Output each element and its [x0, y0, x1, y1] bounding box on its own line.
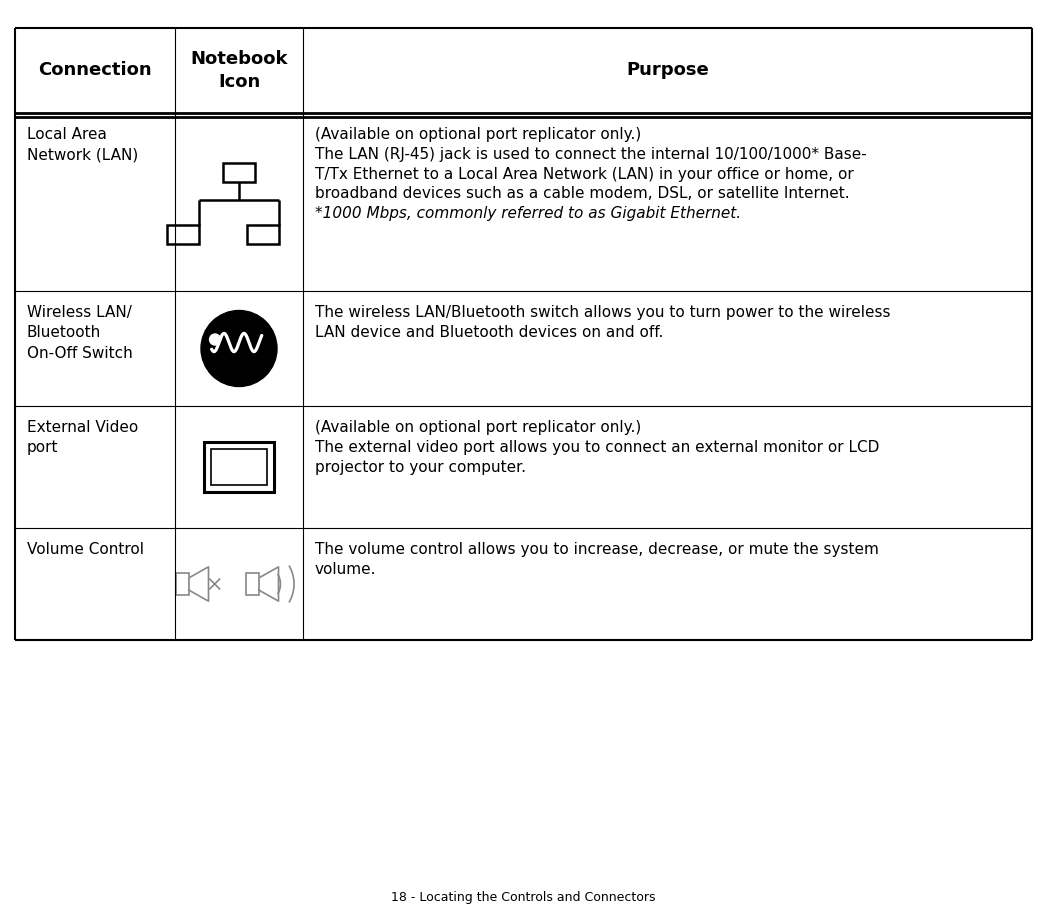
- Bar: [168, 225, 199, 244]
- Bar: [246, 573, 259, 595]
- Text: LAN device and Bluetooth devices on and off.: LAN device and Bluetooth devices on and …: [315, 325, 664, 340]
- Text: The volume control allows you to increase, decrease, or mute the system: The volume control allows you to increas…: [315, 542, 878, 557]
- Text: The wireless LAN/Bluetooth switch allows you to turn power to the wireless: The wireless LAN/Bluetooth switch allows…: [315, 305, 891, 320]
- Text: Volume Control: Volume Control: [27, 542, 144, 557]
- Text: *1000 Mbps, commonly referred to as Gigabit Ethernet.: *1000 Mbps, commonly referred to as Giga…: [315, 207, 741, 221]
- Text: Purpose: Purpose: [626, 62, 709, 80]
- Text: (Available on optional port replicator only.): (Available on optional port replicator o…: [315, 420, 641, 435]
- Text: volume.: volume.: [315, 562, 377, 577]
- Polygon shape: [259, 566, 279, 601]
- Bar: [211, 449, 267, 485]
- Text: Notebook
Icon: Notebook Icon: [191, 50, 288, 91]
- Bar: [247, 225, 279, 244]
- Bar: [223, 163, 255, 182]
- Text: External Video
port: External Video port: [27, 420, 138, 455]
- Text: The external video port allows you to connect an external monitor or LCD: The external video port allows you to co…: [315, 440, 879, 454]
- Circle shape: [209, 334, 221, 345]
- Text: projector to your computer.: projector to your computer.: [315, 460, 526, 475]
- Text: (Available on optional port replicator only.): (Available on optional port replicator o…: [315, 127, 641, 142]
- Text: The LAN (RJ-45) jack is used to connect the internal 10/100/1000* Base-: The LAN (RJ-45) jack is used to connect …: [315, 147, 867, 162]
- Text: 18 - Locating the Controls and Connectors: 18 - Locating the Controls and Connector…: [392, 891, 655, 904]
- Circle shape: [201, 310, 277, 386]
- Text: Wireless LAN/
Bluetooth
On-Off Switch: Wireless LAN/ Bluetooth On-Off Switch: [27, 305, 133, 361]
- Text: broadband devices such as a cable modem, DSL, or satellite Internet.: broadband devices such as a cable modem,…: [315, 186, 849, 201]
- Bar: [204, 442, 274, 492]
- Text: Local Area
Network (LAN): Local Area Network (LAN): [27, 127, 138, 162]
- Polygon shape: [190, 566, 208, 601]
- Text: T/Tx Ethernet to a Local Area Network (LAN) in your office or home, or: T/Tx Ethernet to a Local Area Network (L…: [315, 166, 853, 182]
- Text: Connection: Connection: [38, 62, 152, 80]
- Bar: [176, 573, 190, 595]
